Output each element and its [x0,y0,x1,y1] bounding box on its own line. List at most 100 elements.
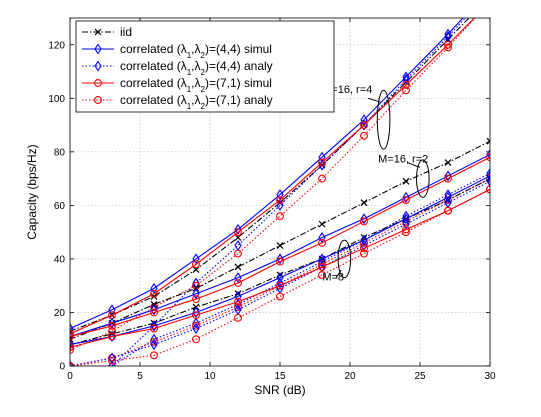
data-point [234,303,242,312]
data-point [360,217,368,226]
data-point [234,249,242,258]
data-point [402,213,410,225]
group-ellipse [376,89,391,150]
data-point [318,220,326,228]
group-annotation: M=16, r=4 [322,84,372,96]
data-point [402,80,410,89]
data-point [360,131,368,140]
data-point [444,43,452,52]
data-point [150,289,158,298]
data-point [70,345,74,354]
data-point [150,320,158,332]
data-point [402,196,410,204]
data-point [150,337,158,346]
series-simul71 [70,185,490,352]
data-point-b [150,292,158,300]
data-point [486,175,490,187]
data-point [486,149,490,161]
data-point [192,306,200,318]
data-point [234,313,242,322]
y-tick-label: 60 [54,201,66,212]
data-point [234,228,242,237]
data-point-b [444,159,452,166]
series-analy71 [70,0,494,354]
data-point [360,244,368,253]
y-axis-label: Capacity (bps/Hz) [25,144,39,239]
series-simul71 [70,153,490,341]
data-point-b [234,263,242,271]
data-point [108,317,116,329]
data-point [234,223,242,235]
data-point [234,240,242,252]
data-point [360,199,368,207]
data-point [234,297,242,306]
legend-marker [94,28,102,36]
data-point [444,191,452,203]
data-point [150,282,158,294]
x-tick-label: 30 [484,371,496,382]
data-point [318,263,326,271]
series-line [70,178,490,366]
legend-label: correlated (λ1,λ2)=(4,4) simul [120,42,272,60]
y-tick-label: 80 [54,147,66,158]
data-point [402,86,410,95]
ellipse-pointer [335,269,342,278]
ellipse-pointer [368,97,381,103]
legend-marker [94,60,102,72]
data-point [192,277,200,289]
x-axis-label: SNR (dB) [254,383,305,397]
data-point [70,323,74,335]
data-point [444,170,452,182]
y-tick-label: 100 [48,94,65,105]
series-line [70,156,490,338]
data-point [486,185,490,194]
group-ellipse [416,159,430,198]
data-point [192,253,200,265]
data-point [360,121,368,130]
data-point [192,260,200,269]
data-point [276,281,284,290]
y-tick-label: 40 [54,254,66,265]
x-tick-label: 10 [204,371,216,382]
data-point [70,343,74,352]
data-point [234,279,242,287]
series-line [70,180,490,366]
data-point [402,177,410,185]
data-point [402,225,410,234]
data-point [444,159,452,166]
ellipse-pointer [407,162,420,168]
series-line [70,188,490,366]
data-point [487,0,494,5]
data-point [318,238,326,247]
data-point [486,174,490,183]
data-point [192,317,200,329]
legend-entry: iid [82,25,132,39]
data-point [108,360,116,366]
series-line [70,18,476,351]
annotation-layer: M=16, r=4 M=16, r=2 M=8 [322,84,430,283]
data-point [108,356,116,365]
data-point [192,311,200,320]
legend-entry: correlated (λ1,λ2)=(7,1) analy [82,93,273,111]
data-point [276,277,284,289]
data-point [318,174,326,183]
data-point [444,40,452,49]
data-point [276,242,284,249]
data-point [70,329,74,338]
data-point [486,167,490,179]
data-point [108,304,116,316]
data-point [108,331,116,343]
data-point [318,232,326,243]
series-line [70,18,476,335]
legend-entry: correlated (λ1,λ2)=(4,4) analy [82,59,273,77]
series-simul44 [70,149,490,343]
data-point [444,196,452,204]
legend-marker [94,79,102,87]
data-point [108,321,116,330]
data-point [402,74,410,86]
x-tick-label: 15 [274,371,286,382]
data-point [276,292,284,301]
